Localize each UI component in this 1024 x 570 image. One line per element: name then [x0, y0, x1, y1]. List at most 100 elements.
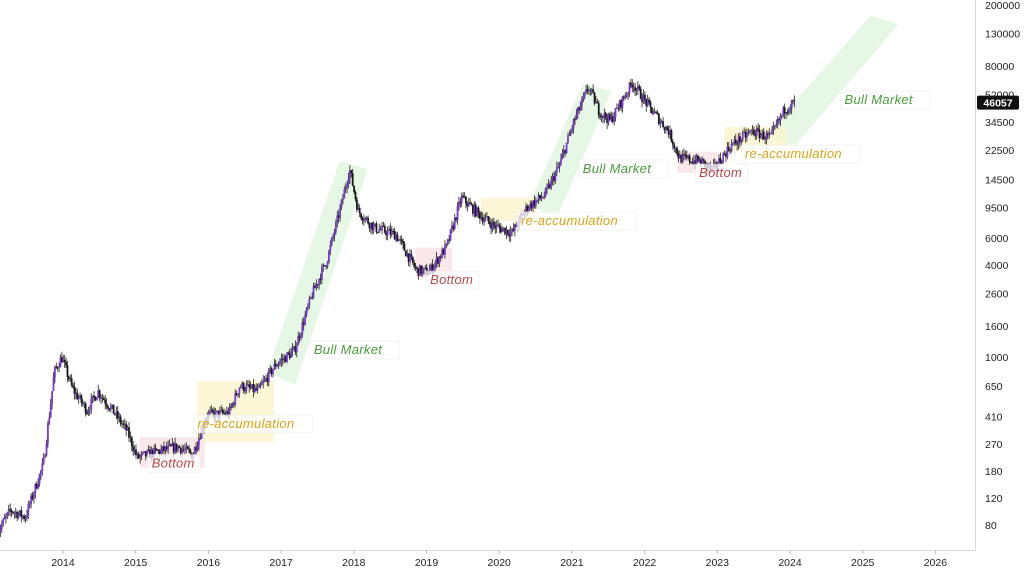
candle: [177, 446, 179, 451]
candle: [543, 196, 546, 198]
time-axis[interactable]: 2014 2015 2016 2017 2018 2019 2020 2021 2022 2023…: [51, 550, 947, 569]
candle: [330, 238, 333, 245]
candle: [404, 250, 407, 257]
candle: [411, 256, 414, 263]
candle: [13, 512, 16, 514]
candle: [239, 387, 242, 389]
candle: [588, 90, 590, 92]
candle: [539, 194, 541, 199]
candle: [143, 451, 146, 453]
candle: [295, 345, 298, 353]
annotation-label: Bull Market: [583, 161, 652, 176]
candle: [340, 199, 343, 208]
candle: [768, 133, 771, 136]
candle: [281, 358, 284, 360]
candle: [611, 116, 614, 122]
candle: [137, 453, 140, 459]
candle: [789, 108, 792, 111]
time-tick-label: 2024: [778, 557, 802, 569]
candle: [564, 150, 567, 154]
candle: [575, 114, 578, 120]
candle: [571, 128, 574, 131]
candle: [133, 449, 136, 452]
price-axis[interactable]: 2000001300008000052000345002250014500950…: [985, 0, 1020, 532]
candle: [772, 127, 775, 130]
candle: [364, 217, 367, 221]
candle: [284, 356, 287, 362]
candle: [112, 404, 115, 414]
annotations: Bull Market Bull Market Bull Market re-accu…: [147, 90, 931, 474]
candle: [590, 89, 593, 91]
candle: [344, 187, 347, 190]
candle: [238, 387, 241, 394]
candle: [237, 393, 239, 396]
candle: [93, 395, 95, 397]
candle: [119, 416, 122, 424]
candle: [589, 90, 592, 92]
candle: [750, 130, 753, 132]
price-tick-label: 80: [985, 520, 997, 532]
candle: [283, 356, 286, 360]
candle: [395, 234, 397, 240]
price-tick-label: 200000: [985, 0, 1020, 12]
candle: [670, 130, 673, 142]
candle: [466, 203, 469, 207]
candle: [253, 387, 256, 392]
candle: [627, 93, 630, 95]
candle: [452, 225, 455, 229]
candle: [459, 201, 462, 204]
price-tick-label: 22500: [985, 145, 1014, 157]
candle: [403, 243, 406, 251]
candle: [667, 130, 670, 135]
candle: [592, 89, 595, 93]
candle: [382, 225, 385, 227]
candle: [73, 387, 76, 394]
candle: [227, 411, 230, 416]
candle: [376, 232, 379, 234]
candle: [195, 447, 197, 451]
candle: [687, 155, 690, 158]
candle: [434, 262, 437, 268]
candle: [70, 378, 73, 386]
candle: [164, 446, 167, 452]
candle: [607, 114, 610, 123]
candle: [362, 220, 365, 222]
candle: [678, 154, 681, 159]
candle: [726, 146, 729, 157]
candle: [72, 385, 74, 388]
candle: [312, 285, 315, 298]
time-tick-label: 2026: [924, 557, 948, 569]
candle: [368, 223, 371, 229]
candle: [318, 278, 321, 285]
candle: [694, 160, 697, 165]
candle: [782, 107, 785, 115]
candle: [3, 518, 6, 520]
candle: [786, 112, 789, 114]
last-price-label: 46057: [977, 95, 1019, 110]
candle: [490, 224, 492, 229]
candle: [474, 204, 477, 217]
candle: [512, 228, 515, 231]
candle: [465, 196, 467, 204]
candle: [37, 484, 40, 489]
candle: [603, 112, 606, 118]
candle: [779, 115, 782, 121]
candle: [733, 139, 736, 144]
candle: [83, 403, 86, 405]
candle: [223, 413, 225, 415]
candle: [249, 387, 252, 389]
candle: [326, 262, 329, 267]
candle: [132, 446, 135, 452]
candle: [248, 384, 251, 388]
candle: [546, 186, 548, 189]
candle: [624, 97, 627, 99]
candle: [346, 184, 348, 188]
candle: [620, 100, 623, 108]
candle: [497, 224, 499, 226]
candle: [634, 87, 636, 92]
candle: [116, 411, 119, 419]
candle: [736, 143, 739, 145]
candle: [701, 158, 704, 164]
candle: [469, 202, 472, 205]
